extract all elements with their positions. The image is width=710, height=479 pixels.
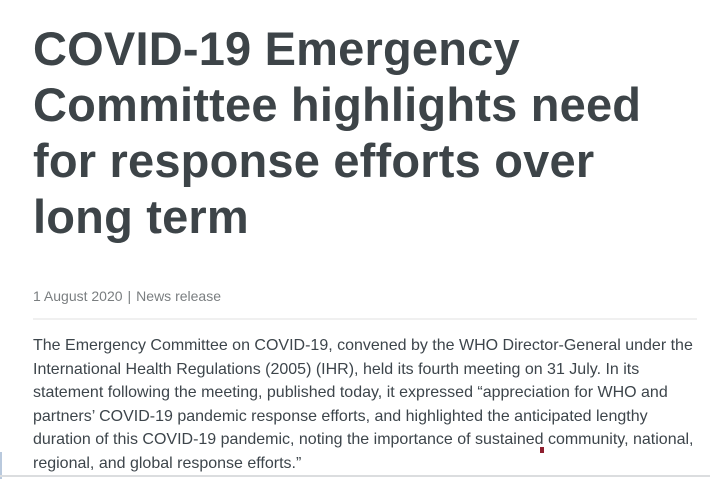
meta-separator: |	[127, 288, 132, 304]
article-meta: 1 August 2020 | News release	[33, 287, 702, 305]
bottom-section-rule	[0, 475, 710, 477]
news-type-label: News release	[136, 288, 221, 304]
publish-date: 1 August 2020	[33, 288, 123, 304]
clipped-red-element	[540, 447, 544, 453]
article-paragraph: The Emergency Committee on COVID-19, con…	[33, 337, 694, 472]
meta-divider	[33, 318, 697, 320]
left-accent-edge	[0, 452, 2, 479]
page-title: COVID-19 Emergency Committee highlights …	[33, 22, 642, 243]
